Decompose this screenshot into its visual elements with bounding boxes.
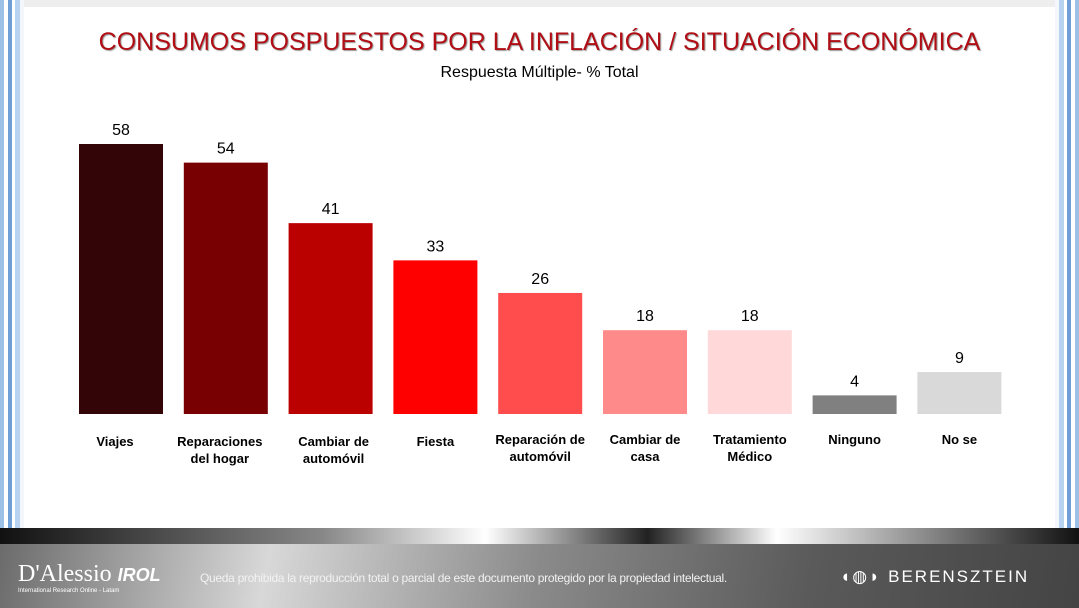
data-label: 41 (322, 201, 340, 218)
berensztein-logo-text: BERENSZTEIN (888, 567, 1030, 586)
category-label: Ninguno (828, 432, 881, 447)
category-label: Reparación de (495, 432, 585, 447)
category-label: Reparaciones (177, 434, 262, 449)
category-label: automóvil (303, 451, 364, 466)
category-label: del hogar (191, 451, 250, 466)
berensztein-logo-icon: ◖◍◗ (840, 567, 882, 586)
dalessio-logo-irol: IROL (117, 565, 161, 585)
bar (707, 330, 792, 414)
data-label: 58 (112, 122, 130, 139)
dalessio-logo-tagline: International Research Online - Latam (18, 588, 120, 594)
bar (917, 372, 1002, 414)
category-label: Viajes (96, 434, 133, 449)
data-label: 9 (955, 350, 964, 367)
category-label: Cambiar de (298, 434, 369, 449)
bar (603, 330, 687, 414)
bar (288, 223, 373, 414)
bar (183, 162, 268, 414)
disclaimer: Queda prohibida la reproducción total o … (200, 571, 727, 585)
category-label: Cambiar de (610, 432, 681, 447)
chart-subtitle: Respuesta Múltiple- % Total (440, 64, 639, 81)
category-label: Médico (727, 449, 772, 464)
data-label: 26 (531, 271, 549, 288)
footer-stripe (0, 528, 1079, 544)
category-label: Fiesta (417, 434, 455, 449)
dalessio-logo-text: D'Alessio (18, 561, 112, 587)
right-border (1055, 0, 1079, 608)
category-label: casa (631, 449, 661, 464)
data-label: 33 (427, 238, 445, 255)
bar (498, 292, 583, 414)
chart-title: CONSUMOS POSPUESTOS POR LA INFLACIÓN / S… (98, 28, 981, 56)
top-bar (24, 0, 1055, 7)
bar (812, 395, 897, 414)
category-label: No se (942, 432, 977, 447)
left-border (0, 0, 24, 608)
category-label: automóvil (509, 449, 570, 464)
bar-chart: 58 Viajes 54 Reparaciones del hogar 41 Cambiar… (79, 122, 1002, 466)
dalessio-logo: D'Alessio IROL International Research Onl… (18, 562, 193, 595)
category-label: Tratamiento (713, 432, 787, 447)
berensztein-logo: ◖◍◗ BERENSZTEIN (840, 567, 1029, 587)
bar (393, 260, 478, 414)
data-label: 54 (217, 141, 235, 158)
data-label: 4 (850, 373, 859, 390)
bar (79, 144, 163, 414)
data-label: 18 (741, 308, 759, 325)
data-label: 18 (636, 308, 654, 325)
